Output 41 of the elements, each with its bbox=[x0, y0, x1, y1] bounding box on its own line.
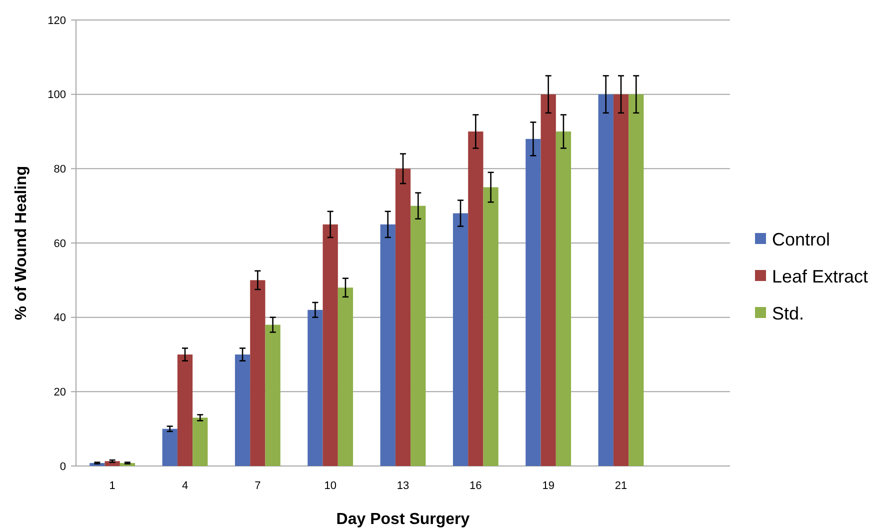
legend-label: Leaf Extract bbox=[772, 266, 868, 286]
y-tick-label: 100 bbox=[48, 89, 66, 102]
bar bbox=[526, 138, 541, 466]
x-tick-label: 7 bbox=[254, 480, 261, 492]
y-tick-label: 20 bbox=[54, 386, 66, 399]
bar bbox=[162, 428, 178, 466]
bar bbox=[395, 168, 411, 466]
bar bbox=[234, 354, 250, 466]
bar bbox=[192, 418, 208, 466]
x-tick-label: 16 bbox=[470, 480, 482, 492]
bar bbox=[250, 280, 266, 466]
bar bbox=[308, 310, 323, 466]
legend-label: Std. bbox=[772, 303, 804, 324]
legend-label: Control bbox=[772, 229, 830, 250]
y-tick-label: 120 bbox=[48, 14, 66, 27]
y-tick-label: 40 bbox=[54, 312, 66, 324]
bar bbox=[322, 224, 338, 466]
y-axis-title: % of Wound Healing bbox=[13, 166, 30, 320]
y-tick-label: 80 bbox=[54, 164, 66, 176]
x-tick-label: 10 bbox=[324, 480, 336, 492]
bar bbox=[628, 94, 644, 466]
x-tick-label: 1 bbox=[109, 480, 116, 492]
x-tick-label: 21 bbox=[614, 480, 628, 492]
bar bbox=[613, 94, 629, 466]
bar bbox=[483, 187, 498, 466]
y-tick-label: 0 bbox=[60, 460, 66, 473]
bar bbox=[540, 94, 556, 466]
bar bbox=[452, 213, 468, 466]
bar bbox=[177, 354, 193, 466]
y-tick-label: 60 bbox=[54, 238, 66, 250]
bar bbox=[338, 288, 354, 466]
bar bbox=[265, 324, 280, 466]
x-tick-label: 19 bbox=[542, 480, 554, 492]
bar bbox=[468, 132, 484, 466]
bar bbox=[556, 132, 572, 466]
bar bbox=[380, 224, 396, 466]
x-tick-label: 4 bbox=[182, 480, 188, 492]
bar bbox=[598, 94, 614, 466]
bar bbox=[410, 206, 426, 466]
x-tick-label: 13 bbox=[396, 480, 410, 492]
x-axis-title: Day Post Surgery bbox=[336, 511, 470, 528]
